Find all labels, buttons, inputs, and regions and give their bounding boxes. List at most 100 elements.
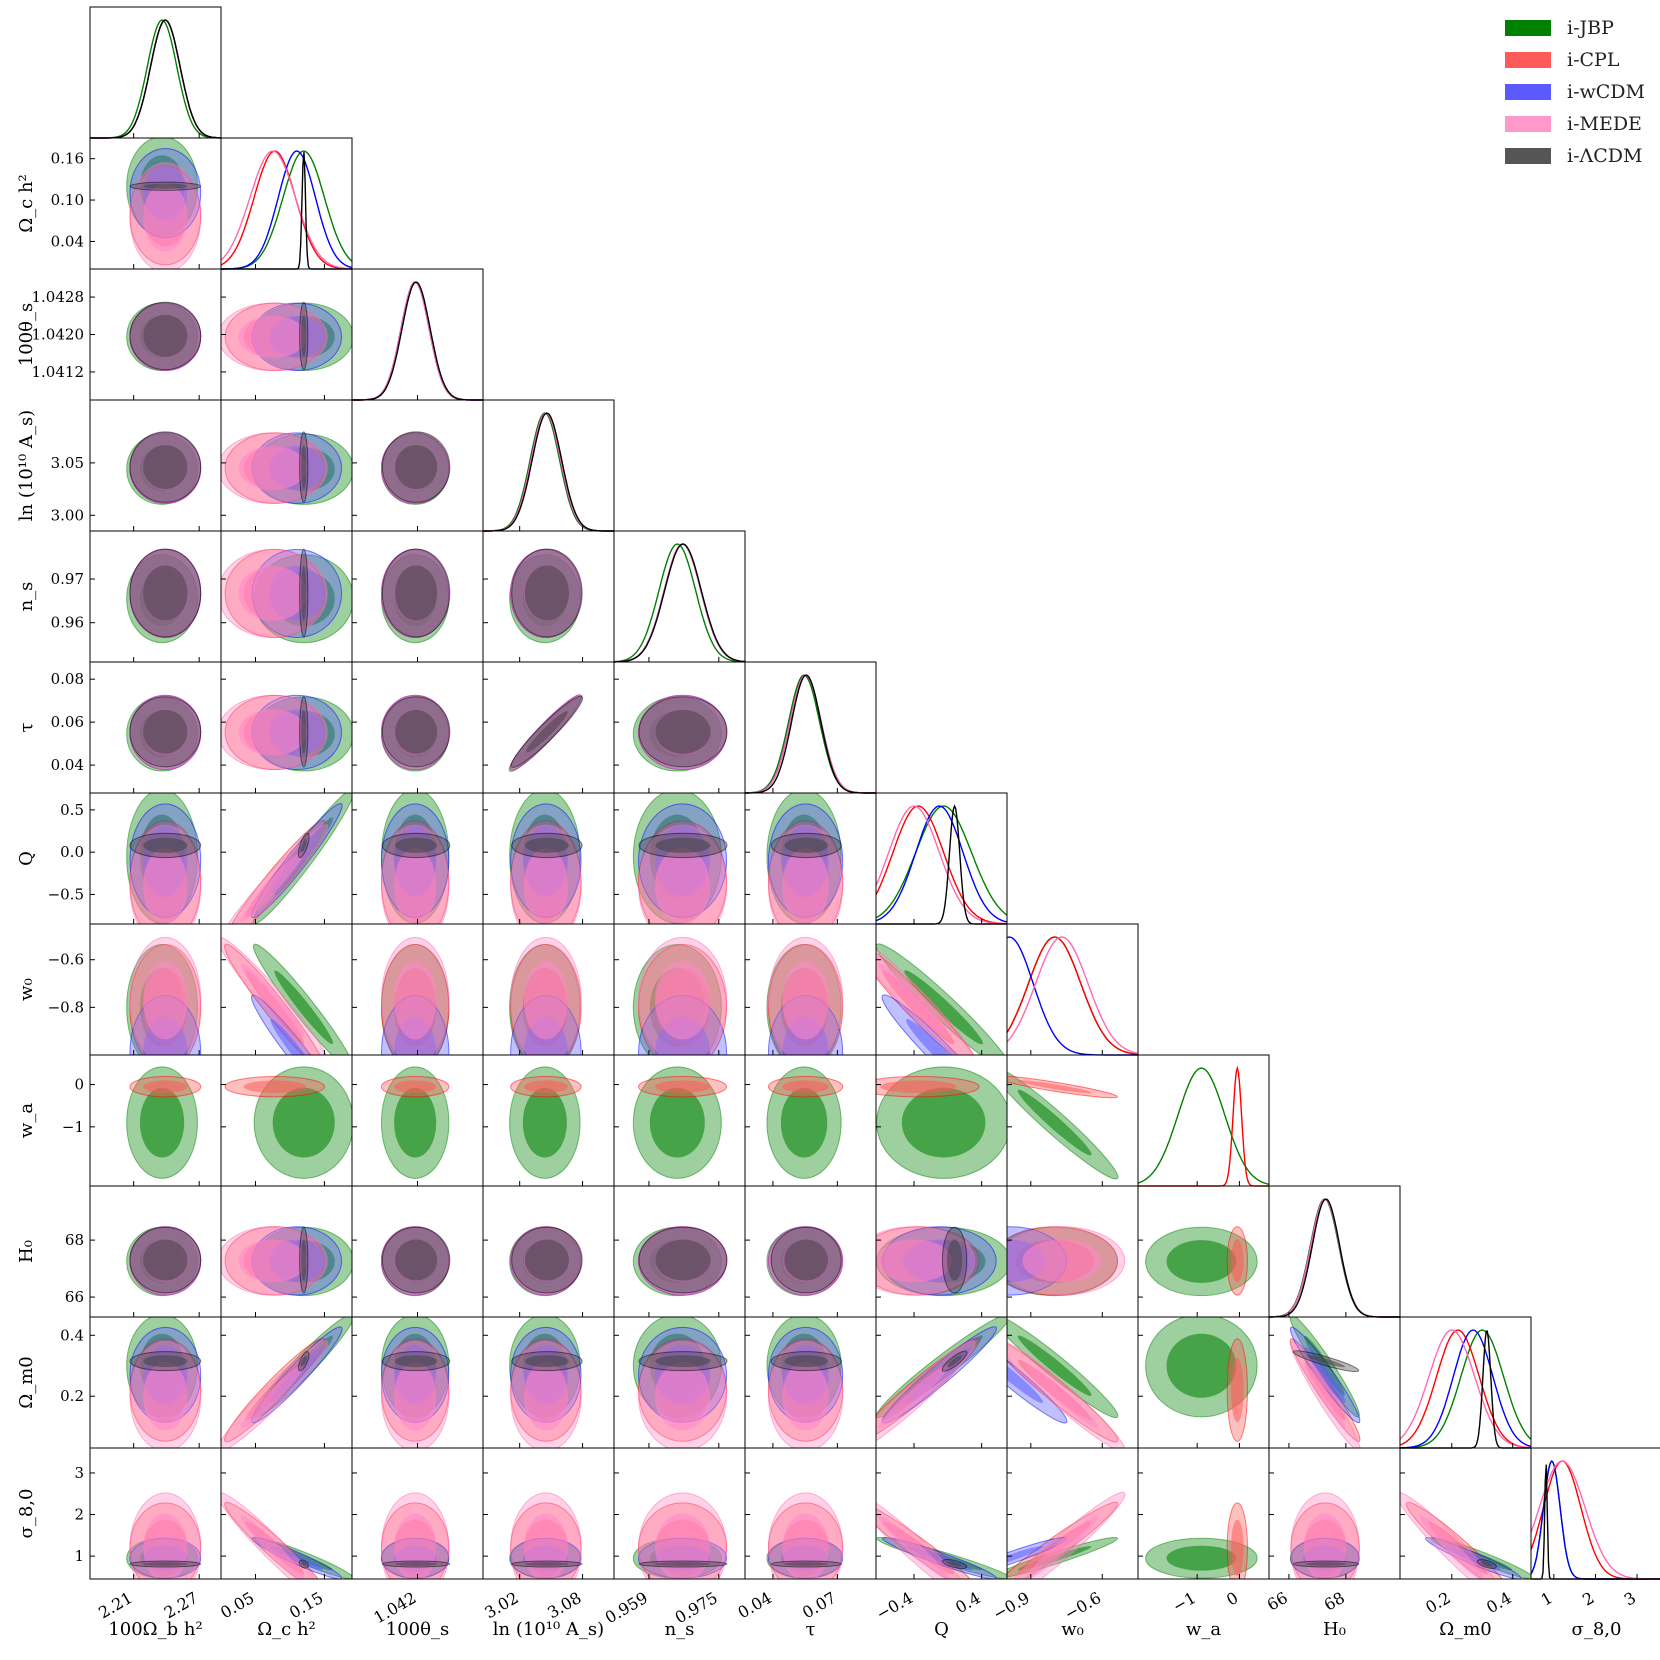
contour-panel-ns-vs-omegach2	[221, 548, 352, 644]
panel-frame	[351, 268, 484, 401]
contour-panel-s8-vs-wa	[1145, 1502, 1258, 1579]
contour-panel-tau-vs-logA	[508, 694, 584, 772]
panel-frame	[1530, 1447, 1660, 1580]
legend-item-wcdm: i-wCDM	[1505, 76, 1655, 108]
contour-panel-H0-vs-ns	[632, 1226, 728, 1297]
contour-panel-H0-vs-wa	[1145, 1226, 1258, 1297]
contour-panel-H0-vs-omegabh2	[126, 1226, 202, 1297]
posterior-panel-H0	[1269, 1198, 1400, 1318]
contour-panel-wa-vs-theta	[380, 1066, 450, 1179]
contour-68-i-MEDE	[655, 1513, 711, 1579]
contour-68-i-MEDE	[394, 1361, 437, 1431]
y-axis-label-s8: σ_8,0	[16, 1489, 37, 1539]
posterior-curve-i-MEDE	[352, 281, 483, 401]
contour-panel-w0-vs-ns	[632, 936, 728, 1055]
posterior-curve-i-CPL	[614, 543, 745, 663]
contour-panel-w0-vs-tau	[766, 936, 844, 1055]
contour-panel-Om-vs-omegach2	[221, 1317, 352, 1448]
posterior-curve-i-MEDE	[1006, 936, 1139, 1054]
legend-swatch	[1505, 52, 1551, 68]
x-tick-label: 1	[1538, 1588, 1556, 1610]
contour-68-i-wCDM	[905, 1018, 973, 1055]
y-axis-label-H0: H₀	[16, 1240, 37, 1263]
posterior-curve-i-wCDM	[90, 19, 221, 139]
y-tick-label: 0.08	[51, 670, 84, 688]
contour-panel-Om-vs-wa	[1145, 1317, 1258, 1442]
contour-68-i-MEDE	[523, 1513, 568, 1579]
contour-68-i-MEDE	[1022, 1239, 1102, 1283]
contour-68-i-CPL	[880, 1080, 957, 1094]
contour-68-i-ΛCDM	[143, 1562, 188, 1566]
contour-panel-Om-vs-H0	[1289, 1317, 1361, 1448]
contour-68-i-ΛCDM	[395, 709, 438, 754]
y-axis-label-Om: Ω_m0	[16, 1356, 37, 1408]
contour-panel-w0-vs-omegach2	[221, 936, 352, 1055]
y-axis-label-logA: ln (10¹⁰ A_s)	[16, 410, 37, 521]
x-axis-label-s8: σ_8,0	[1572, 1619, 1622, 1640]
contour-panel-ns-vs-omegabh2	[126, 548, 202, 644]
contour-panel-w0-vs-omegabh2	[126, 936, 202, 1055]
contour-68-i-ΛCDM	[143, 1239, 188, 1281]
contour-68-i-ΛCDM	[395, 837, 438, 854]
x-tick-label: 68	[1321, 1588, 1348, 1615]
x-axis-label-H0: H₀	[1323, 1619, 1346, 1640]
posterior-curve-i-MEDE	[745, 674, 876, 794]
posterior-curve-i-CPL	[90, 19, 221, 139]
legend-label: i-wCDM	[1567, 81, 1645, 103]
contour-68-i-CPL	[1230, 1358, 1244, 1423]
posterior-curve-i-ΛCDM	[1269, 1198, 1400, 1318]
contour-68-i-JBP	[901, 1087, 986, 1158]
x-axis-label-ns: n_s	[665, 1619, 695, 1640]
contour-68-i-MEDE	[143, 183, 188, 252]
contour-panel-wa-vs-tau	[766, 1066, 844, 1179]
legend-label: i-MEDE	[1567, 113, 1642, 135]
x-tick-label: 3.08	[544, 1588, 584, 1622]
contour-panel-w0-vs-logA	[509, 936, 582, 1055]
legend-swatch	[1505, 20, 1551, 36]
posterior-panel-omegabh2	[90, 19, 222, 139]
contour-panel-ns-vs-theta	[380, 548, 451, 644]
contour-panel-wa-vs-omegach2	[224, 1066, 352, 1179]
contour-68-i-MEDE	[143, 1513, 188, 1579]
contour-68-i-ΛCDM	[655, 1355, 711, 1368]
y-axis-label-theta: 100θ_s	[16, 303, 37, 366]
x-tick-label: 2.21	[95, 1588, 135, 1622]
contour-panel-Om-vs-tau	[766, 1317, 844, 1448]
contour-panel-logA-vs-theta	[380, 431, 451, 505]
posterior-curve-i-ΛCDM	[876, 804, 1007, 925]
contour-68-i-CPL	[1230, 1239, 1244, 1283]
posterior-curve-i-JBP	[483, 412, 614, 532]
contour-68-i-MEDE	[394, 960, 437, 1040]
contour-68-i-ΛCDM	[301, 1561, 307, 1567]
contour-panel-s8-vs-Om	[1400, 1491, 1531, 1579]
y-tick-label: 0.0	[60, 843, 84, 861]
contour-68-i-ΛCDM	[395, 1355, 438, 1368]
x-tick-label: 0.4	[952, 1588, 984, 1617]
contour-68-i-ΛCDM	[395, 565, 438, 621]
contour-68-i-ΛCDM	[1481, 1561, 1493, 1567]
posterior-curve-i-JBP	[1530, 1460, 1660, 1580]
posterior-curve-i-JBP	[1269, 1198, 1400, 1318]
contour-panel-logA-vs-omegach2	[221, 431, 352, 505]
posterior-panel-Q	[875, 804, 1008, 925]
contour-panel-s8-vs-logA	[509, 1492, 583, 1579]
contour-68-i-JBP	[1017, 1335, 1092, 1396]
contour-68-i-ΛCDM	[784, 837, 829, 854]
y-axis-label-wa: w_a	[16, 1103, 37, 1138]
contour-68-i-JBP	[272, 1087, 335, 1158]
contour-68-i-MEDE	[238, 315, 307, 358]
x-tick-label: 0.4	[1483, 1588, 1515, 1617]
contour-panel-Q-vs-logA	[509, 793, 583, 924]
contour-68-i-ΛCDM	[947, 1561, 962, 1567]
contour-panel-s8-vs-tau	[766, 1492, 844, 1579]
posterior-curve-i-CPL	[483, 412, 614, 532]
contour-68-i-ΛCDM	[143, 314, 188, 357]
contour-68-i-ΛCDM	[1305, 1562, 1347, 1566]
legend-swatch	[1505, 148, 1551, 164]
posterior-curve-i-MEDE	[483, 412, 614, 532]
posterior-curve-i-wCDM	[1269, 1198, 1400, 1318]
posterior-curve-i-MEDE	[220, 150, 352, 270]
contour-68-i-ΛCDM	[524, 1355, 569, 1368]
contour-68-i-JBP	[904, 970, 983, 1045]
